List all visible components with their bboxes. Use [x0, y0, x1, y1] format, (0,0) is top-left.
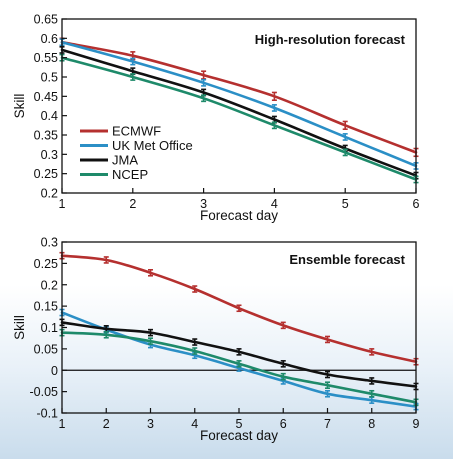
error-bar-ecmwf — [148, 268, 153, 277]
legend-label-ecmwf: ECMWF — [112, 124, 161, 139]
high-resolution-panel: 1 2 3 4 5 6 0.2 0.25 0.3 0.35 0.4 0.45 0.5 0.55 0.6 0.6… — [12, 13, 420, 224]
x-tick-label: 8 — [368, 417, 375, 431]
error-bar-ncep — [201, 94, 207, 103]
error-bar-uk-met-office — [201, 78, 207, 87]
y-tick-label: 0.2 — [41, 278, 58, 292]
error-bar-ecmwf — [342, 120, 348, 130]
y-tick-label: 0.3 — [41, 148, 58, 162]
x-tick-label: 5 — [236, 417, 243, 431]
error-bar-ecmwf — [325, 335, 330, 344]
x-tick-label: 2 — [129, 197, 136, 211]
x-tick-label: 6 — [413, 197, 420, 211]
error-bar-ncep — [148, 337, 153, 345]
error-bar-jma — [148, 328, 153, 337]
panel-title: High-resolution forecast — [255, 32, 406, 47]
error-bar-jma — [369, 377, 375, 385]
error-bar-ncep — [280, 372, 286, 381]
x-tick-label: 1 — [59, 197, 66, 211]
error-bar-jma — [236, 348, 242, 356]
y-tick-label: 0.1 — [41, 321, 58, 335]
y-tick-label: 0.05 — [34, 342, 58, 356]
y-tick-label: 0.6 — [41, 32, 58, 46]
x-tick-label: 4 — [271, 197, 278, 211]
error-bar-jma — [280, 360, 286, 368]
error-bar-uk-met-office — [342, 133, 348, 141]
error-bar-uk-met-office — [325, 389, 330, 398]
error-bar-jma — [192, 338, 198, 346]
error-bar-ecmwf — [369, 348, 375, 356]
error-bar-ncep — [130, 73, 136, 81]
x-tick-label: 6 — [280, 417, 287, 431]
x-axis-label: Forecast day — [200, 428, 278, 443]
x-tick-label: 7 — [324, 417, 331, 431]
error-bar-ncep — [325, 381, 330, 390]
x-axis-label: Forecast day — [200, 208, 278, 223]
y-tick-label: 0.35 — [34, 129, 58, 143]
error-bar-ecmwf — [280, 321, 286, 330]
error-bar-ncep — [271, 121, 277, 130]
y-tick-label: 0.65 — [34, 13, 58, 27]
y-tick-label: 0.5 — [41, 71, 58, 85]
y-axis-label: Skill — [12, 315, 27, 340]
y-tick-label: 0.15 — [34, 300, 58, 314]
series-line-ncep — [60, 56, 418, 181]
error-bar-ecmwf — [271, 91, 277, 101]
error-bar-ncep — [192, 347, 198, 355]
error-bar-ncep — [236, 360, 242, 368]
plot-frame — [61, 18, 417, 194]
x-tick-label: 3 — [147, 417, 154, 431]
legend-label-uk-met-office: UK Met Office — [112, 138, 193, 153]
series-line-jma — [60, 48, 418, 177]
legend-label-jma: JMA — [112, 153, 138, 168]
x-tick-label: 2 — [103, 417, 110, 431]
series-group — [59, 251, 419, 411]
y-tick-label: -0.1 — [36, 407, 58, 421]
error-bar-ncep — [103, 330, 109, 339]
y-tick-label: 0.25 — [34, 257, 58, 271]
plot-frame — [61, 241, 417, 414]
y-tick-label: 0.2 — [41, 187, 58, 201]
x-tick-label: 9 — [413, 417, 420, 431]
error-bar-uk-met-office — [130, 57, 136, 66]
y-tick-label: 0 — [51, 364, 58, 378]
legend-label-ncep: NCEP — [112, 167, 148, 182]
y-tick-label: -0.05 — [30, 385, 59, 399]
error-bar-uk-met-office — [271, 104, 277, 112]
error-bar-ecmwf — [192, 285, 198, 293]
error-bar-ecmwf — [103, 256, 109, 264]
y-tick-label: 0.55 — [34, 51, 58, 65]
series-line-uk-met-office — [60, 40, 418, 168]
y-tick-label: 0.4 — [41, 109, 58, 123]
error-bar-ncep — [369, 389, 375, 398]
x-tick-label: 5 — [342, 197, 349, 211]
x-tick-label: 1 — [59, 417, 66, 431]
y-tick-label: 0.3 — [41, 236, 58, 250]
error-bar-jma — [325, 370, 330, 379]
ensemble-panel: 1 2 3 4 5 6 7 8 9 -0.1 -0.05 0 0.05 0.1 0.15 0.2 0.25 0.3… — [12, 236, 420, 444]
y-tick-label: 0.45 — [34, 90, 58, 104]
panel-title: Ensemble forecast — [289, 252, 405, 267]
x-tick-label: 4 — [191, 417, 198, 431]
error-bar-ncep — [342, 148, 348, 157]
y-tick-label: 0.25 — [34, 167, 58, 181]
x-tick-label: 3 — [200, 197, 207, 211]
error-bar-ecmwf — [236, 304, 242, 313]
series-line-ecmwf — [60, 40, 418, 154]
y-axis-label: Skill — [12, 94, 27, 119]
